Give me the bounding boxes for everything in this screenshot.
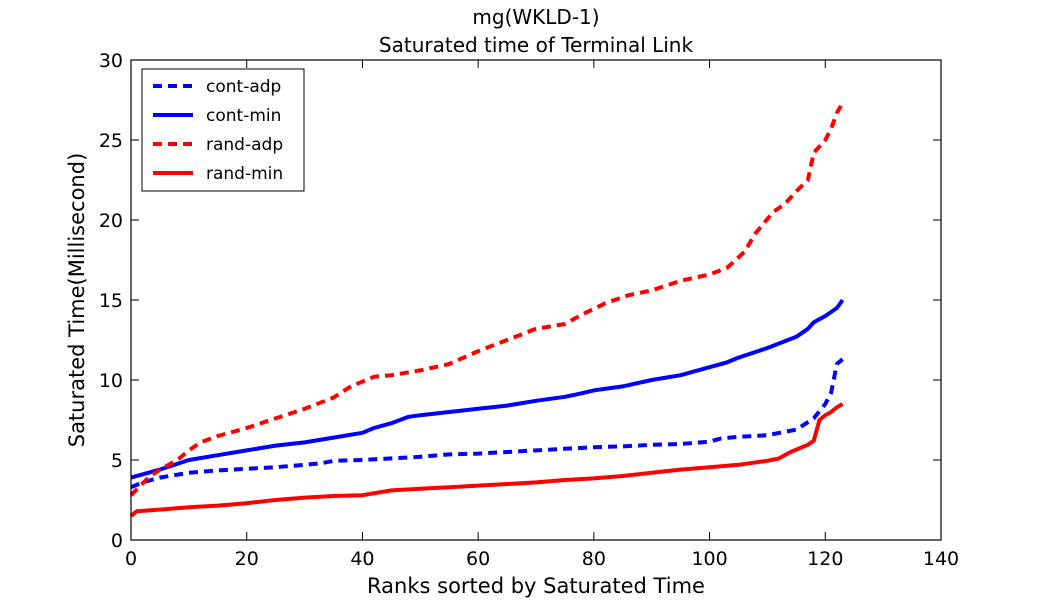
series-line-cont-min bbox=[130, 298, 845, 480]
legend-entry-rand-min: rand-min bbox=[153, 164, 283, 184]
x-axis-label: Ranks sorted by Saturated Time bbox=[367, 574, 705, 598]
legend-entry-cont-min: cont-min bbox=[153, 106, 281, 126]
series-line-rand-min bbox=[129, 402, 844, 518]
chart-title: mg(WKLD-1) bbox=[472, 5, 599, 29]
legend-label-rand-adp: rand-adp bbox=[206, 135, 283, 155]
series-layer bbox=[129, 102, 845, 518]
y-tick-label: 0 bbox=[111, 530, 123, 552]
series-line-cont-adp bbox=[130, 357, 844, 490]
legend: cont-adp cont-min rand-adp rand-min bbox=[141, 68, 305, 192]
legend-entry-rand-adp: rand-adp bbox=[153, 135, 283, 155]
y-tick-label: 30 bbox=[99, 50, 123, 72]
x-tick-label: 100 bbox=[691, 548, 727, 570]
axis-ticks: 0 20 40 60 80 100 120 140 0 5 10 15 20 25 30 bbox=[99, 50, 959, 570]
x-tick-label: 140 bbox=[923, 548, 959, 570]
x-tick-label: 60 bbox=[466, 548, 490, 570]
chart-subtitle: Saturated time of Terminal Link bbox=[379, 33, 694, 57]
x-tick-label: 120 bbox=[807, 548, 843, 570]
y-tick-label: 10 bbox=[99, 370, 123, 392]
y-tick-label: 20 bbox=[99, 210, 123, 232]
series-line-rand-adp bbox=[129, 102, 845, 497]
y-tick-label: 25 bbox=[99, 130, 123, 152]
legend-label-rand-min: rand-min bbox=[206, 164, 283, 184]
x-tick-label: 40 bbox=[350, 548, 374, 570]
y-axis-label: Saturated Time(Millisecond) bbox=[65, 153, 89, 448]
legend-entry-cont-adp: cont-adp bbox=[153, 77, 281, 97]
x-tick-label: 80 bbox=[582, 548, 606, 570]
y-tick-label: 15 bbox=[99, 290, 123, 312]
x-tick-label: 0 bbox=[125, 548, 137, 570]
legend-label-cont-adp: cont-adp bbox=[206, 77, 281, 97]
legend-box bbox=[141, 68, 305, 192]
y-tick-label: 5 bbox=[111, 450, 123, 472]
x-tick-label: 20 bbox=[235, 548, 259, 570]
legend-label-cont-min: cont-min bbox=[206, 106, 281, 126]
